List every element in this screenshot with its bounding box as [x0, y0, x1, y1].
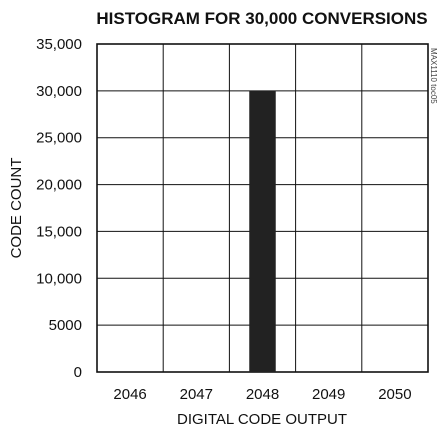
y-tick-label: 10,000 [36, 270, 82, 287]
figure-id-label: MAX1110 toc05 [429, 48, 438, 104]
x-tick-label: 2048 [246, 386, 279, 403]
y-axis-ticks: 0 5000 10,000 15,000 20,000 25,000 30,000 35,00… [36, 36, 82, 381]
y-tick-label: 30,000 [36, 83, 82, 100]
x-axis-ticks: 2046 2047 2048 2049 2050 [113, 386, 411, 403]
grid-lines [97, 44, 428, 372]
x-tick-label: 2047 [180, 386, 213, 403]
y-tick-label: 35,000 [36, 36, 82, 53]
x-tick-label: 2049 [312, 386, 345, 403]
y-tick-label: 25,000 [36, 130, 82, 147]
y-tick-label: 5000 [49, 317, 82, 334]
y-tick-label: 15,000 [36, 223, 82, 240]
bars [249, 90, 276, 372]
x-tick-label: 2046 [113, 386, 146, 403]
y-axis-label: CODE COUNT [8, 158, 25, 259]
y-tick-label: 20,000 [36, 177, 82, 194]
y-tick-label: 0 [74, 364, 82, 381]
bar-2048 [249, 90, 276, 372]
chart-title: HISTOGRAM FOR 30,000 CONVERSIONS [96, 9, 427, 28]
x-axis-label: DIGITAL CODE OUTPUT [177, 411, 347, 428]
x-tick-label: 2050 [378, 386, 411, 403]
